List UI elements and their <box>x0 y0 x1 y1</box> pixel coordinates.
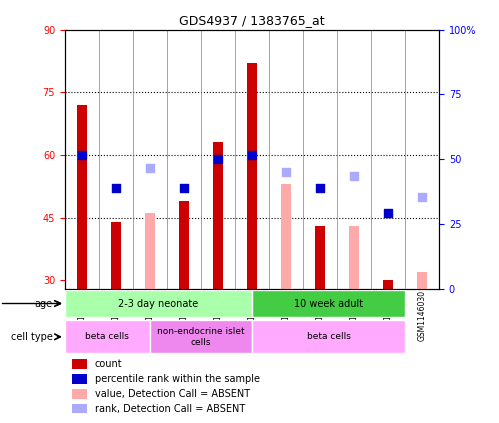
Text: value, Detection Call = ABSENT: value, Detection Call = ABSENT <box>95 389 250 399</box>
Bar <box>145 214 155 288</box>
Bar <box>417 272 427 288</box>
Point <box>384 210 392 217</box>
Text: 10 week adult: 10 week adult <box>294 299 363 308</box>
Text: non-endocrine islet
cells: non-endocrine islet cells <box>157 327 245 346</box>
Point <box>350 173 358 179</box>
Text: count: count <box>95 359 122 369</box>
Point <box>78 151 86 158</box>
Bar <box>179 201 189 288</box>
Text: age: age <box>0 299 60 308</box>
FancyBboxPatch shape <box>150 320 252 354</box>
Bar <box>72 374 87 384</box>
Bar <box>72 404 87 413</box>
Text: percentile rank within the sample: percentile rank within the sample <box>95 374 260 384</box>
Bar <box>281 184 291 288</box>
Bar <box>247 63 257 288</box>
Bar <box>77 105 87 288</box>
Point <box>316 185 324 192</box>
Text: cell type: cell type <box>11 332 53 342</box>
Text: rank, Detection Call = ABSENT: rank, Detection Call = ABSENT <box>95 404 245 414</box>
Bar <box>111 222 121 288</box>
Point <box>282 168 290 175</box>
Bar <box>213 143 223 288</box>
FancyBboxPatch shape <box>65 320 150 354</box>
Point <box>146 164 154 171</box>
Text: beta cells: beta cells <box>85 332 129 341</box>
Point <box>112 185 120 192</box>
Bar <box>349 226 359 288</box>
Text: age: age <box>35 299 53 308</box>
Point <box>418 193 426 200</box>
Point <box>248 151 256 158</box>
Bar <box>72 389 87 398</box>
Bar <box>383 280 393 288</box>
Bar <box>315 226 325 288</box>
Title: GDS4937 / 1383765_at: GDS4937 / 1383765_at <box>179 14 325 27</box>
FancyBboxPatch shape <box>252 320 405 354</box>
Text: 2-3 day neonate: 2-3 day neonate <box>118 299 199 308</box>
Bar <box>72 360 87 369</box>
Point <box>180 185 188 192</box>
Point <box>214 156 222 162</box>
FancyBboxPatch shape <box>65 290 252 317</box>
FancyBboxPatch shape <box>252 290 405 317</box>
Text: beta cells: beta cells <box>306 332 350 341</box>
